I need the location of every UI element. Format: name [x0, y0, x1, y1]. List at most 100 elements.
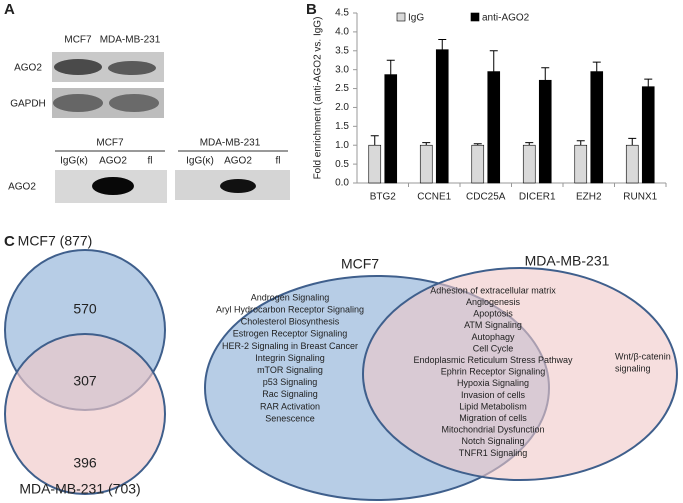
cell-line: MCF7	[96, 138, 124, 149]
bar	[368, 144, 382, 184]
error-bar	[370, 135, 379, 146]
lane-label: AGO2	[99, 156, 127, 167]
pathway: ATM Signaling	[464, 320, 522, 330]
lane-label: fl	[276, 156, 281, 167]
y-tick-label: 1.5	[335, 121, 349, 132]
bar	[435, 49, 449, 184]
x-tick-label: EZH2	[576, 192, 602, 203]
blot-band	[54, 59, 102, 75]
pathway: Apoptosis	[473, 309, 513, 319]
pathway: Wnt/β-catenin	[615, 351, 671, 361]
venn-circle	[4, 333, 166, 495]
blot-band	[53, 94, 103, 112]
blot-band	[109, 94, 159, 112]
blot-band	[92, 177, 134, 195]
row-label: AGO2	[14, 63, 42, 74]
x-tick-label: CDC25A	[466, 192, 506, 203]
y-tick-label: 1.0	[335, 140, 349, 151]
error-bar	[489, 50, 498, 72]
pathway: Aryl Hydrocarbon Receptor Signaling	[216, 304, 364, 314]
bar	[641, 86, 655, 184]
x-tick-label: RUNX1	[623, 192, 657, 203]
pathway-lists: Androgen Signaling Aryl Hydrocarbon Recep…	[216, 285, 671, 457]
count: 570	[73, 301, 97, 317]
y-axis-label: Fold enrichment (anti-AGO2 vs. IgG)	[313, 17, 324, 180]
legend-label: anti-AGO2	[482, 13, 530, 24]
legend-swatch	[396, 12, 406, 22]
bar	[419, 144, 433, 184]
y-tick-label: 3.0	[335, 64, 349, 75]
lane-label: fl	[148, 156, 153, 167]
bar	[538, 79, 552, 184]
x-tick-label: DICER1	[519, 192, 556, 203]
pathway: Endoplasmic Reticulum Stress Pathway	[413, 355, 573, 365]
error-bar	[473, 143, 482, 146]
pathway: Migration of cells	[459, 413, 527, 423]
cell-line: MDA-MB-231	[200, 138, 261, 149]
pathway: RAR Activation	[260, 401, 320, 411]
pathway: Cell Cycle	[473, 343, 514, 353]
blot-band	[220, 179, 256, 193]
panel-label: B	[306, 1, 317, 18]
x-tick-label: CCNE1	[417, 192, 451, 203]
pathway: signaling	[615, 363, 651, 373]
legend-label: IgG	[408, 13, 424, 24]
pathway: Notch Signaling	[461, 436, 524, 446]
count: 307	[73, 373, 97, 389]
pathway: p53 Signaling	[263, 377, 318, 387]
panel-label: A	[4, 1, 15, 18]
pathway: Senescence	[265, 413, 315, 423]
bar	[471, 144, 485, 184]
pathway: Androgen Signaling	[251, 292, 330, 302]
bar	[590, 71, 604, 184]
error-bar	[592, 61, 601, 72]
set-label: MDA-MB-231 (703)	[19, 481, 140, 497]
pathway: Integrin Signaling	[255, 353, 325, 363]
set-label: MCF7 (877)	[18, 233, 93, 249]
blot-band	[108, 61, 156, 75]
y-tick-label: 2.5	[335, 83, 349, 94]
bar	[574, 144, 588, 184]
x-tick-label: BTG2	[370, 192, 397, 203]
error-bar	[644, 78, 653, 87]
error-bar	[525, 142, 534, 146]
pathway: Angiogenesis	[466, 297, 521, 307]
error-bar	[628, 137, 637, 146]
bar	[487, 71, 501, 184]
set-label: MCF7	[341, 256, 379, 272]
row-label: GAPDH	[10, 99, 46, 110]
y-tick-label: 4.5	[335, 8, 349, 19]
pathway: Cholesterol Biosynthesis	[241, 317, 340, 327]
set-label: MDA-MB-231	[525, 253, 610, 269]
pathway: Invasion of cells	[461, 390, 526, 400]
pathway: Rac Signaling	[262, 389, 318, 399]
pathway: Estrogen Receptor Signaling	[233, 329, 348, 339]
count: 396	[73, 455, 97, 471]
legend-swatch	[470, 12, 480, 22]
pathway: Autophagy	[471, 332, 515, 342]
pathway: Ephrin Receptor Signaling	[441, 367, 546, 377]
row-label: AGO2	[8, 182, 36, 193]
bar	[625, 144, 639, 184]
pathway: Adhesion of extracellular matrix	[430, 285, 556, 295]
panel-label: C	[4, 233, 15, 250]
pathway: TNFR1 Signaling	[459, 448, 528, 458]
bar-chart: 0.0 0.5 1.0 1.5 2.0 2.5 3.0 3.5 4.0 4.5 BTG2 CCNE1 C…	[335, 8, 667, 203]
lane-label: IgG(κ)	[186, 156, 214, 167]
cell-line: MDA-MB-231	[100, 35, 161, 46]
lane-label: IgG(κ)	[60, 156, 88, 167]
bar	[384, 74, 398, 184]
error-bar	[422, 142, 431, 146]
error-bar	[438, 38, 447, 50]
pathway: mTOR Signaling	[257, 365, 323, 375]
y-tick-label: 4.0	[335, 27, 349, 38]
y-tick-label: 3.5	[335, 45, 349, 56]
bar	[522, 144, 536, 184]
error-bar	[386, 59, 395, 75]
pathway: HER-2 Signaling in Breast Cancer	[222, 341, 358, 351]
lane-label: AGO2	[224, 156, 252, 167]
error-bar	[541, 67, 550, 81]
pathway: Mitochondrial Dysfunction	[441, 425, 544, 435]
error-bar	[576, 140, 585, 146]
